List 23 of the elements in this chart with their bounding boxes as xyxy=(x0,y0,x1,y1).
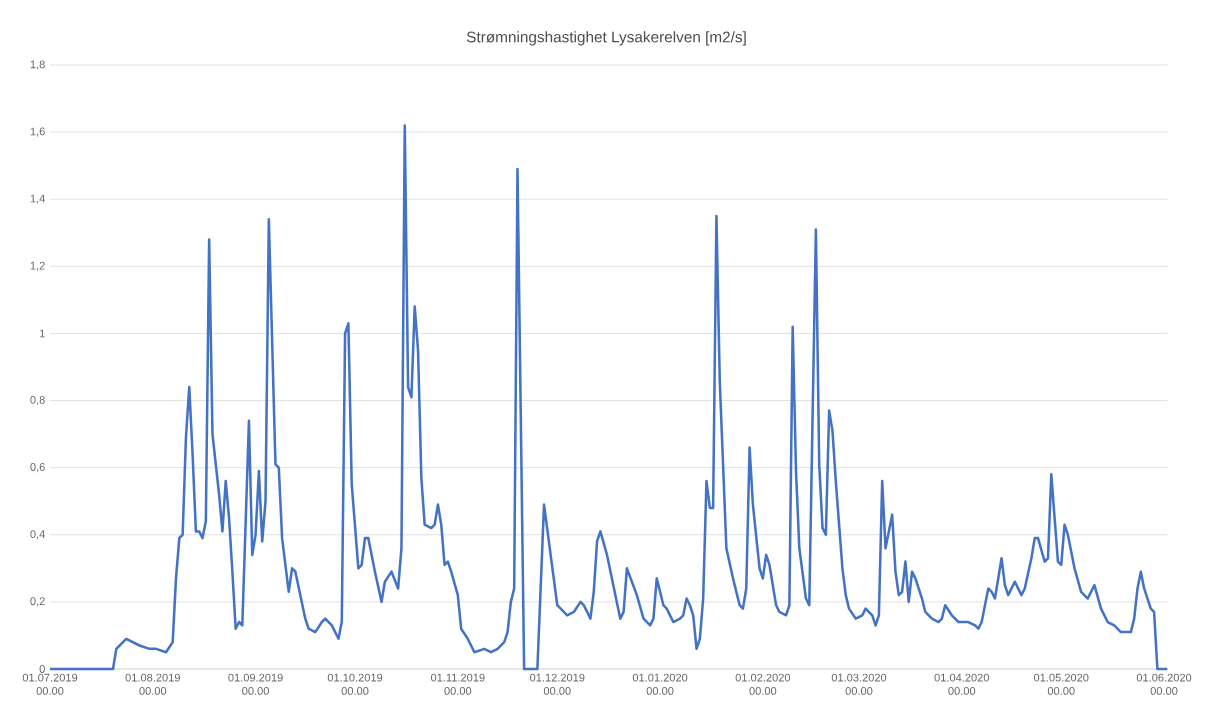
x-tick-label: 01.12.2019 00.00 xyxy=(530,673,585,695)
y-tick-label: 0,2 xyxy=(30,597,45,607)
chart-title: Strømningshastighet Lysakerelven [m2/s] xyxy=(466,31,746,46)
x-tick-label: 01.04.2020 00.00 xyxy=(934,673,990,695)
x-tick-label: 01.02.2020 00.00 xyxy=(735,673,791,695)
y-tick-label: 1,4 xyxy=(30,194,45,204)
x-tick-label: 01.07.2019 00.00 xyxy=(22,673,78,695)
x-tick-label: 01.11.2019 00.00 xyxy=(430,673,485,695)
y-tick-label: 1,2 xyxy=(30,261,45,271)
y-tick-label: 1,6 xyxy=(30,127,45,137)
y-tick-label: 0,6 xyxy=(30,463,45,473)
x-tick-label: 01.03.2020 00.00 xyxy=(831,673,887,695)
y-tick-label: 0 xyxy=(39,665,45,673)
y-tick-label: 0,4 xyxy=(30,530,45,540)
x-tick-label: 01.10.2019 00.00 xyxy=(327,673,383,695)
y-tick-label: 1,8 xyxy=(30,60,45,70)
x-tick-label: 01.01.2020 00.00 xyxy=(632,673,688,695)
x-tick-label: 01.06.2020 00.00 xyxy=(1136,673,1192,695)
x-tick-label: 01.09.2019 00.00 xyxy=(228,673,283,695)
x-tick-label: 01.08.2019 00.00 xyxy=(125,673,180,695)
x-tick-label: 01.05.2020 00.00 xyxy=(1033,673,1089,695)
y-tick-label: 0,8 xyxy=(30,395,45,406)
y-tick-label: 1 xyxy=(39,329,45,338)
